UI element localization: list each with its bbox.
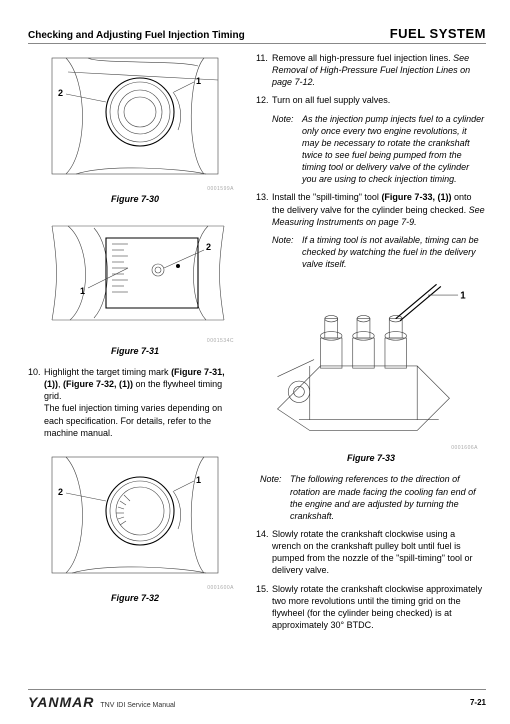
fig30-code: 0001599A xyxy=(28,186,242,192)
right-steps-c: 14. Slowly rotate the crankshaft clockwi… xyxy=(256,528,486,631)
page-footer: YANMAR TNV IDI Service Manual 7-21 xyxy=(28,689,486,710)
figure-7-31: 1 2 xyxy=(28,214,242,334)
step-12: 12. Turn on all fuel supply valves. xyxy=(256,94,486,106)
header-section-title: Checking and Adjusting Fuel Injection Ti… xyxy=(28,30,245,41)
fig32-label-1: 1 xyxy=(196,475,201,485)
fig30-caption: Figure 7-30 xyxy=(28,194,242,204)
note-step13: Note: If a timing tool is not available,… xyxy=(256,234,486,270)
figure-7-30: 1 2 xyxy=(28,52,242,182)
fig33-code: 0001606A xyxy=(256,445,486,451)
step-15: 15. Slowly rotate the crankshaft clockwi… xyxy=(256,583,486,632)
figure-7-32: 1 2 xyxy=(28,451,242,581)
figure-7-33: 1 xyxy=(256,280,486,441)
header-rule xyxy=(28,43,486,44)
fig33-caption: Figure 7-33 xyxy=(256,453,486,463)
fig31-code: 0001534C xyxy=(28,338,242,344)
step-14: 14. Slowly rotate the crankshaft clockwi… xyxy=(256,528,486,577)
column-right: 11. Remove all high-pressure fuel inject… xyxy=(256,52,486,637)
step-11: 11. Remove all high-pressure fuel inject… xyxy=(256,52,486,88)
right-steps-b: 13. Install the "spill-timing" tool (Fig… xyxy=(256,191,486,227)
footer-page-number: 7-21 xyxy=(470,698,486,707)
header-chapter-title: FUEL SYSTEM xyxy=(390,26,486,41)
left-steps: 10. Highlight the target timing mark (Fi… xyxy=(28,366,242,439)
page-header: Checking and Adjusting Fuel Injection Ti… xyxy=(28,26,486,41)
fig32-code: 0001600A xyxy=(28,585,242,591)
column-left: 1 2 0001599A Figure 7-30 xyxy=(28,52,242,637)
content-columns: 1 2 0001599A Figure 7-30 xyxy=(28,52,486,637)
footer-rule xyxy=(28,689,486,690)
right-steps-a: 11. Remove all high-pressure fuel inject… xyxy=(256,52,486,107)
note-step12: Note: As the injection pump injects fuel… xyxy=(256,113,486,186)
fig31-label-2: 2 xyxy=(206,242,211,252)
step-body: Highlight the target timing mark (Figure… xyxy=(44,366,242,439)
fig30-label-2: 2 xyxy=(58,88,63,98)
fig31-caption: Figure 7-31 xyxy=(28,346,242,356)
fig30-label-1: 1 xyxy=(196,76,201,86)
footer-manual: TNV IDI Service Manual xyxy=(100,702,175,709)
note-post-fig33: Note: The following references to the di… xyxy=(256,473,486,522)
fig32-label-2: 2 xyxy=(58,487,63,497)
step-10: 10. Highlight the target timing mark (Fi… xyxy=(28,366,242,439)
footer-brand: YANMAR xyxy=(28,694,94,710)
fig32-caption: Figure 7-32 xyxy=(28,593,242,603)
footer-left: YANMAR TNV IDI Service Manual xyxy=(28,694,176,710)
step-13: 13. Install the "spill-timing" tool (Fig… xyxy=(256,191,486,227)
fig33-label-1: 1 xyxy=(460,291,466,302)
step-num: 10. xyxy=(28,366,44,439)
fig31-label-1: 1 xyxy=(80,286,85,296)
